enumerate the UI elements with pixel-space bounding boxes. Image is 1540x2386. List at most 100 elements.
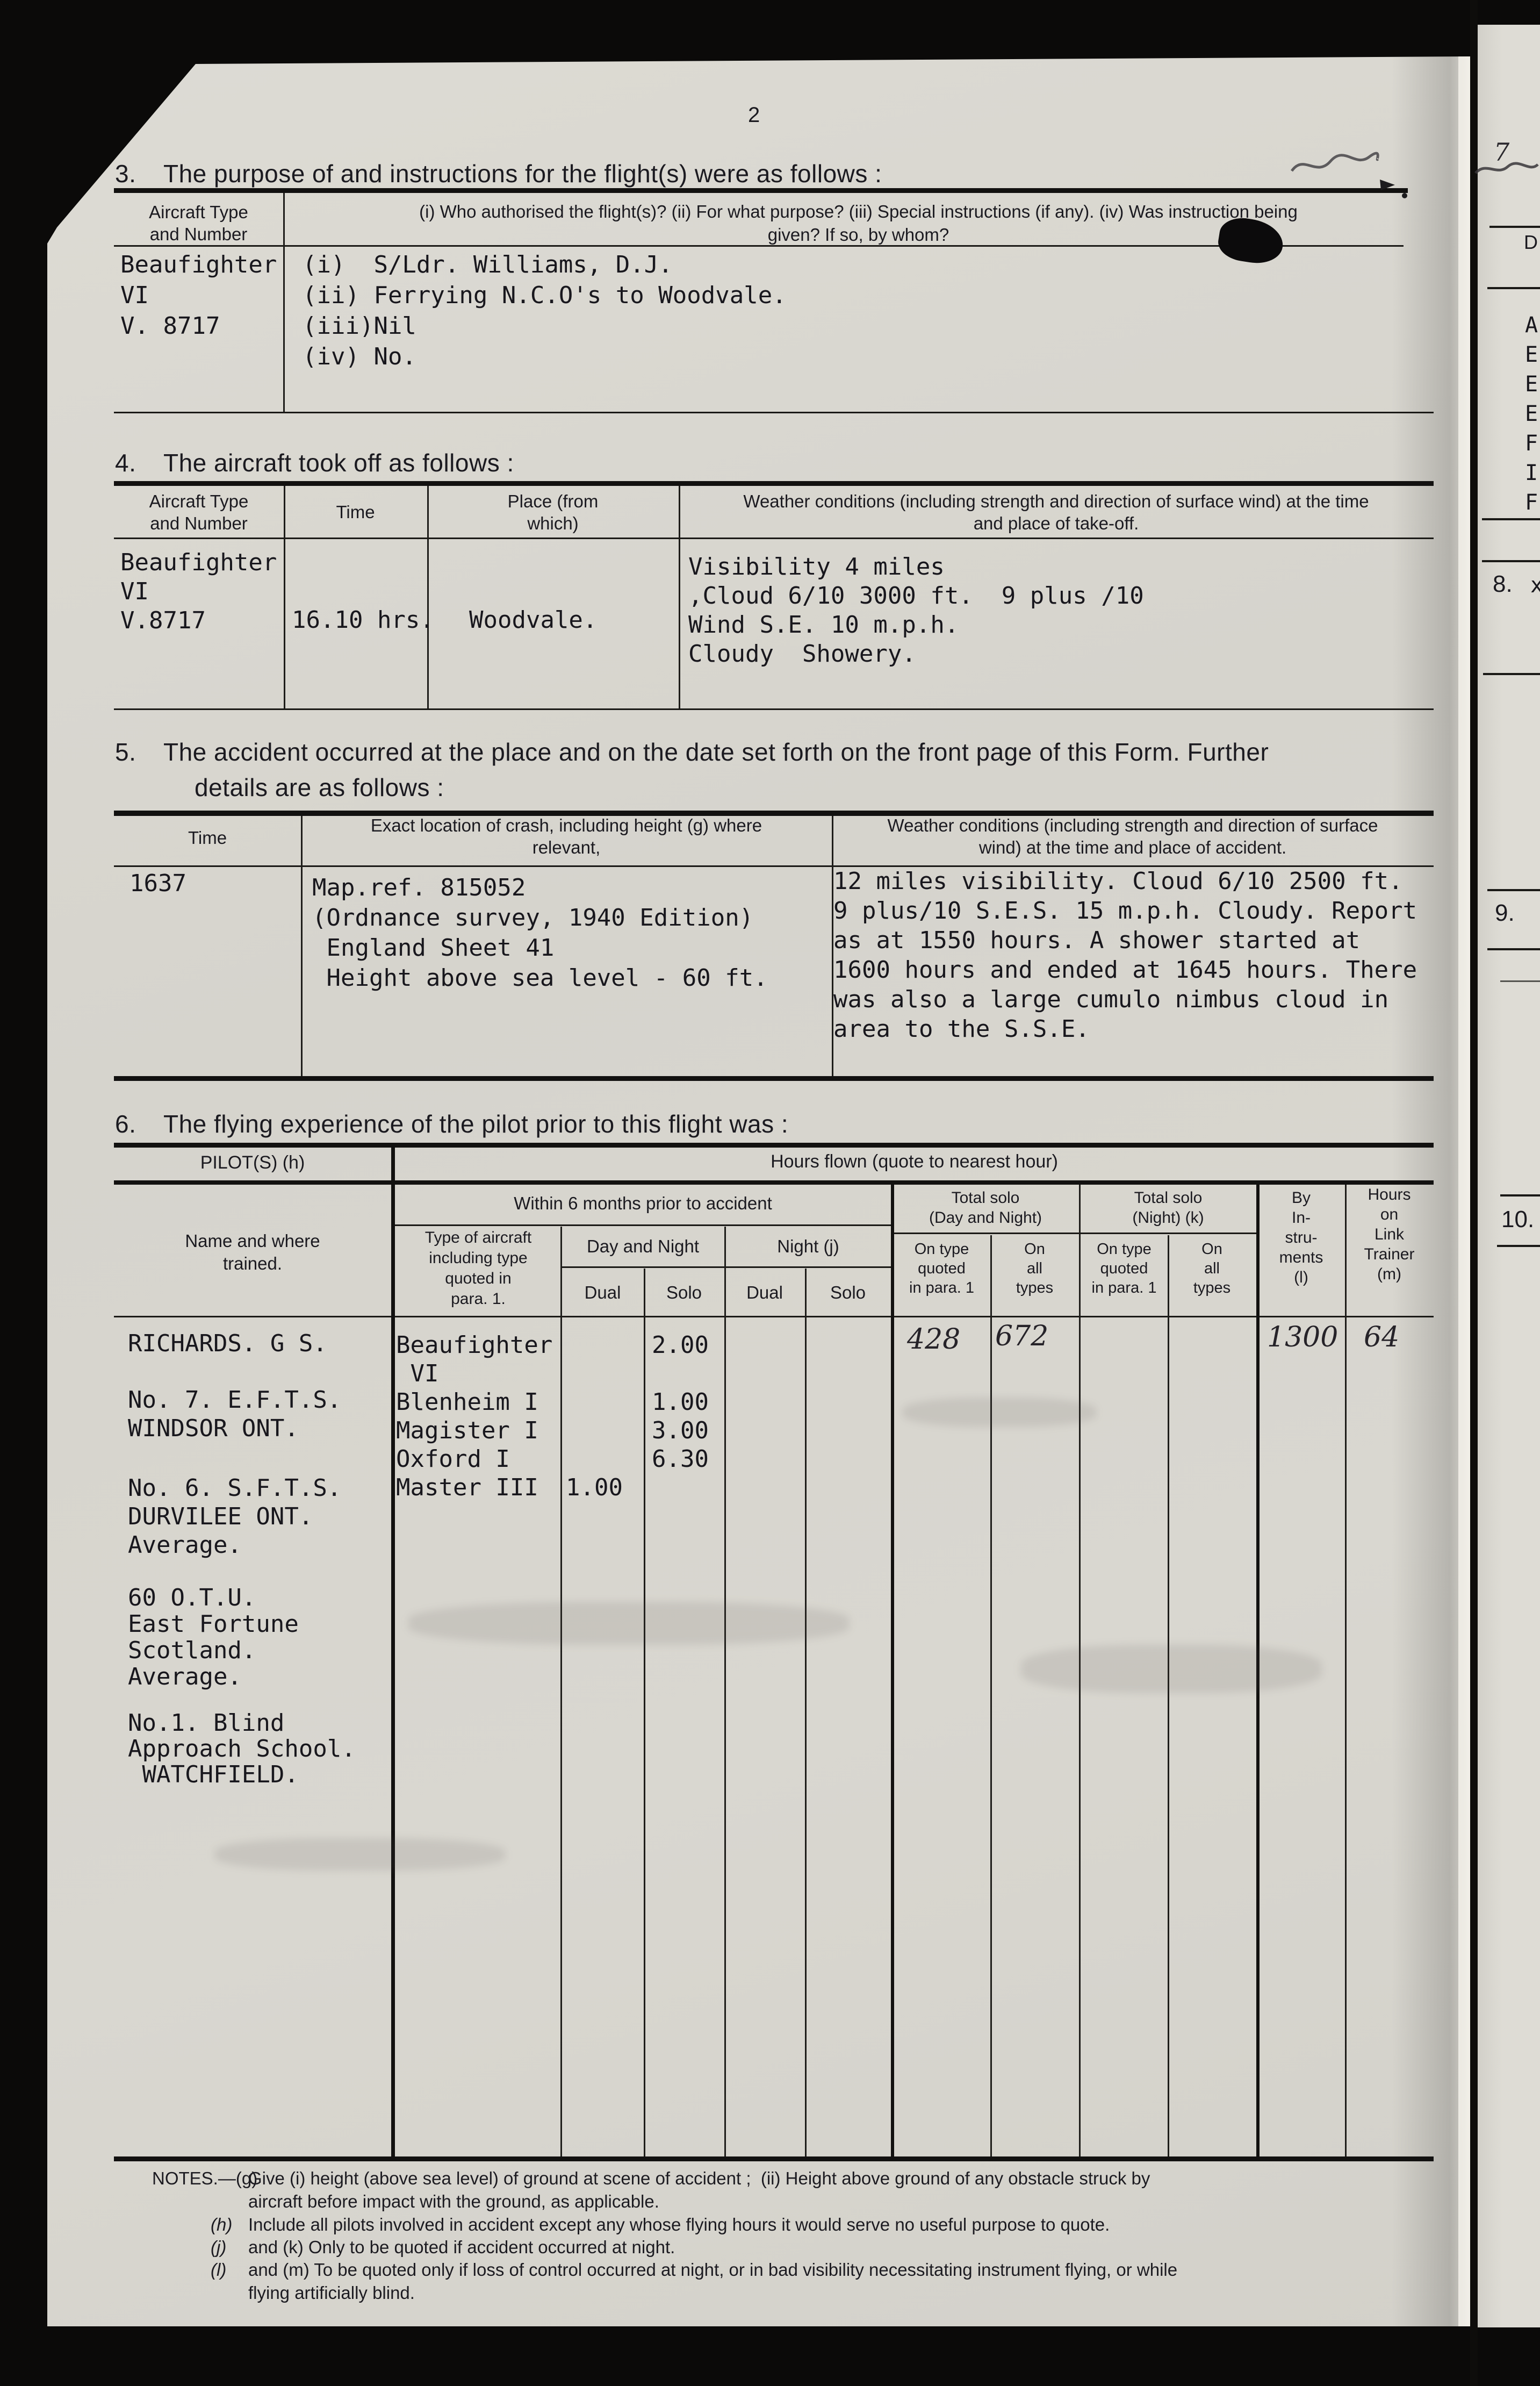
section4-header-place: Place (from which): [507, 491, 599, 533]
section5-divider-2: [832, 816, 833, 1079]
section4-divider-1: [284, 486, 285, 710]
pilot-training-efts: No. 7. E.F.T.S. WINDSOR ONT.: [128, 1386, 342, 1442]
section4-weather-entry: Visibility 4 miles ,Cloud 6/10 3000 ft. …: [688, 553, 1144, 668]
section6-daynight-underline: [562, 1266, 724, 1268]
section6-header-on-all-dn: On all types: [1016, 1241, 1054, 1296]
dual-hours-entry: 1.00: [566, 1474, 623, 1501]
adjacent-rule: [1500, 980, 1540, 982]
total-solo-on-type-entry: 428: [907, 1323, 961, 1356]
notes-jk-label: (j): [211, 2237, 227, 2257]
section6-totals-divider: [891, 1185, 894, 2158]
adjacent-text-fragment-d: D: [1524, 231, 1538, 253]
section6-header-on-all-night: On all types: [1193, 1241, 1231, 1296]
notes-label: NOTES.—(g): [152, 2168, 258, 2188]
adjacent-section7-number: 7: [1494, 138, 1510, 167]
section5-header-underline: [114, 865, 1434, 867]
notes-lm-text2: flying artificially blind.: [248, 2283, 415, 2303]
section5-time-entry: 1637: [129, 870, 186, 897]
section3-number: 3.: [115, 160, 136, 188]
section6-number: 6.: [115, 1110, 136, 1138]
notes-lm-label: (l): [211, 2260, 227, 2280]
pencil-smudge: [408, 1602, 849, 1645]
notes-g-line2: aircraft before impact with the ground, …: [248, 2191, 659, 2211]
section4-divider-3: [679, 486, 680, 710]
section6-daynight-night-divider: [724, 1227, 726, 2158]
pilot-name-entry: RICHARDS. G S.: [128, 1330, 327, 1357]
section6-header-hours-flown: Hours flown (quote to nearest hour): [771, 1151, 1058, 1172]
section6-header-total-solo-night: Total solo (Night) (k): [1132, 1189, 1204, 1227]
section6-within6-underline: [393, 1224, 891, 1226]
section6-header-rule: [114, 1180, 1434, 1185]
section3-title: The purpose of and instructions for the …: [163, 160, 882, 188]
section6-night-underline: [725, 1266, 891, 1268]
adjacent-rule: [1500, 1194, 1540, 1196]
section4-top-rule: [114, 481, 1434, 486]
section5-location-entry: Map.ref. 815052 (Ordnance survey, 1940 E…: [312, 874, 768, 992]
section6-header-night: Night (j): [777, 1236, 839, 1256]
section5-header-location: Exact location of crash, including heigh…: [370, 815, 762, 857]
section6-header-solo1: Solo: [666, 1282, 702, 1302]
section6-header-name: Name and where trained.: [185, 1231, 320, 1273]
section6-header-solo2: Solo: [830, 1282, 866, 1302]
section3-column-divider: [283, 193, 285, 413]
section4-bottom-rule: [114, 708, 1434, 710]
section3-answers-entry: (i) S/Ldr. Williams, D.J. (ii) Ferrying …: [303, 251, 787, 370]
solo-hours-entry: 2.00 1.00 3.00 6.30: [652, 1331, 709, 1473]
section6-dual-solo-divider-1: [644, 1269, 645, 2158]
adjacent-section9-number: 9.: [1495, 900, 1515, 926]
section6-ontype-onall-divider-2: [1168, 1235, 1169, 2158]
adjacent-rule: [1497, 1245, 1540, 1247]
section6-link-divider: [1345, 1185, 1347, 2158]
section6-ontype-onall-divider-1: [990, 1235, 992, 2158]
section6-header-dual2: Dual: [746, 1282, 783, 1302]
section3-header-aircraft: Aircraft Type and Number: [149, 202, 248, 244]
adjacent-section10-number: 10.: [1501, 1206, 1535, 1233]
adjacent-letter-fragments: A E E E F I F: [1525, 313, 1538, 515]
pilot-training-blind-approach: No.1. Blind Approach School. WATCHFIELD.: [128, 1709, 356, 1788]
section6-header-dual1: Dual: [584, 1282, 621, 1302]
section4-header-time: Time: [336, 502, 375, 522]
section5-title-line1: The accident occurred at the place and o…: [163, 738, 1269, 766]
section5-number: 5.: [115, 738, 136, 766]
section6-subheader-underline: [114, 1316, 1434, 1317]
section3-aircraft-entry: Beaufighter VI V. 8717: [120, 251, 277, 340]
section5-weather-entry: 12 miles visibility. Cloud 6/10 2500 ft.…: [833, 868, 1417, 1043]
adjacent-rule: [1483, 673, 1540, 675]
pilot-training-sfts: No. 6. S.F.T.S. DURVILEE ONT. Average.: [128, 1474, 342, 1559]
notes-g-line1: Give (i) height (above sea level) of gro…: [248, 2168, 1150, 2188]
section5-top-rule: [114, 811, 1434, 816]
section6-title: The flying experience of the pilot prior…: [163, 1110, 789, 1138]
adjacent-text-fragment-x: x: [1530, 573, 1540, 598]
section3-top-rule: [114, 188, 1408, 193]
section5-title-line2: details are as follows :: [195, 773, 444, 801]
section4-number: 4.: [115, 449, 136, 477]
pilot-training-otu: 60 O.T.U. East Fortune Scotland. Average…: [128, 1584, 299, 1690]
form-page-paper: [47, 56, 1472, 2326]
page-number: 2: [748, 103, 760, 127]
section4-aircraft-entry: Beaufighter VI V.8717: [120, 549, 277, 634]
section5-header-weather: Weather conditions (including strength a…: [887, 815, 1378, 857]
section5-divider-1: [301, 816, 303, 1079]
adjacent-page-paper: [1478, 25, 1540, 2327]
section4-time-entry: 16.10 hrs.: [292, 606, 434, 634]
notes-h-label: (h): [211, 2215, 233, 2234]
section6-header-within6: Within 6 months prior to accident: [514, 1193, 772, 1213]
page-fold-gutter: [1470, 0, 1478, 2386]
by-instruments-entry: 1300: [1267, 1321, 1338, 1353]
section6-header-by-instruments: By In- stru- ments (l): [1279, 1189, 1323, 1286]
pencil-smudge: [1021, 1645, 1322, 1693]
section6-pilot-divider: [391, 1148, 395, 2160]
pencil-smudge: [903, 1398, 1096, 1427]
section6-instruments-divider: [1256, 1185, 1260, 2158]
section6-header-day-night: Day and Night: [586, 1236, 700, 1256]
section6-type-divider: [560, 1227, 562, 2158]
link-trainer-entry: 64: [1364, 1321, 1400, 1353]
section6-header-on-type-dn: On type quoted in para. 1: [909, 1241, 974, 1296]
section6-header-on-type-night: On type quoted in para. 1: [1091, 1241, 1157, 1296]
section6-header-pilots: PILOT(S) (h): [200, 1152, 305, 1173]
section5-header-time: Time: [188, 828, 227, 848]
section5-bottom-rule: [114, 1076, 1434, 1081]
section6-bottom-rule: [114, 2156, 1434, 2161]
section6-top-rule: [114, 1143, 1434, 1148]
adjacent-rule: [1487, 287, 1540, 289]
